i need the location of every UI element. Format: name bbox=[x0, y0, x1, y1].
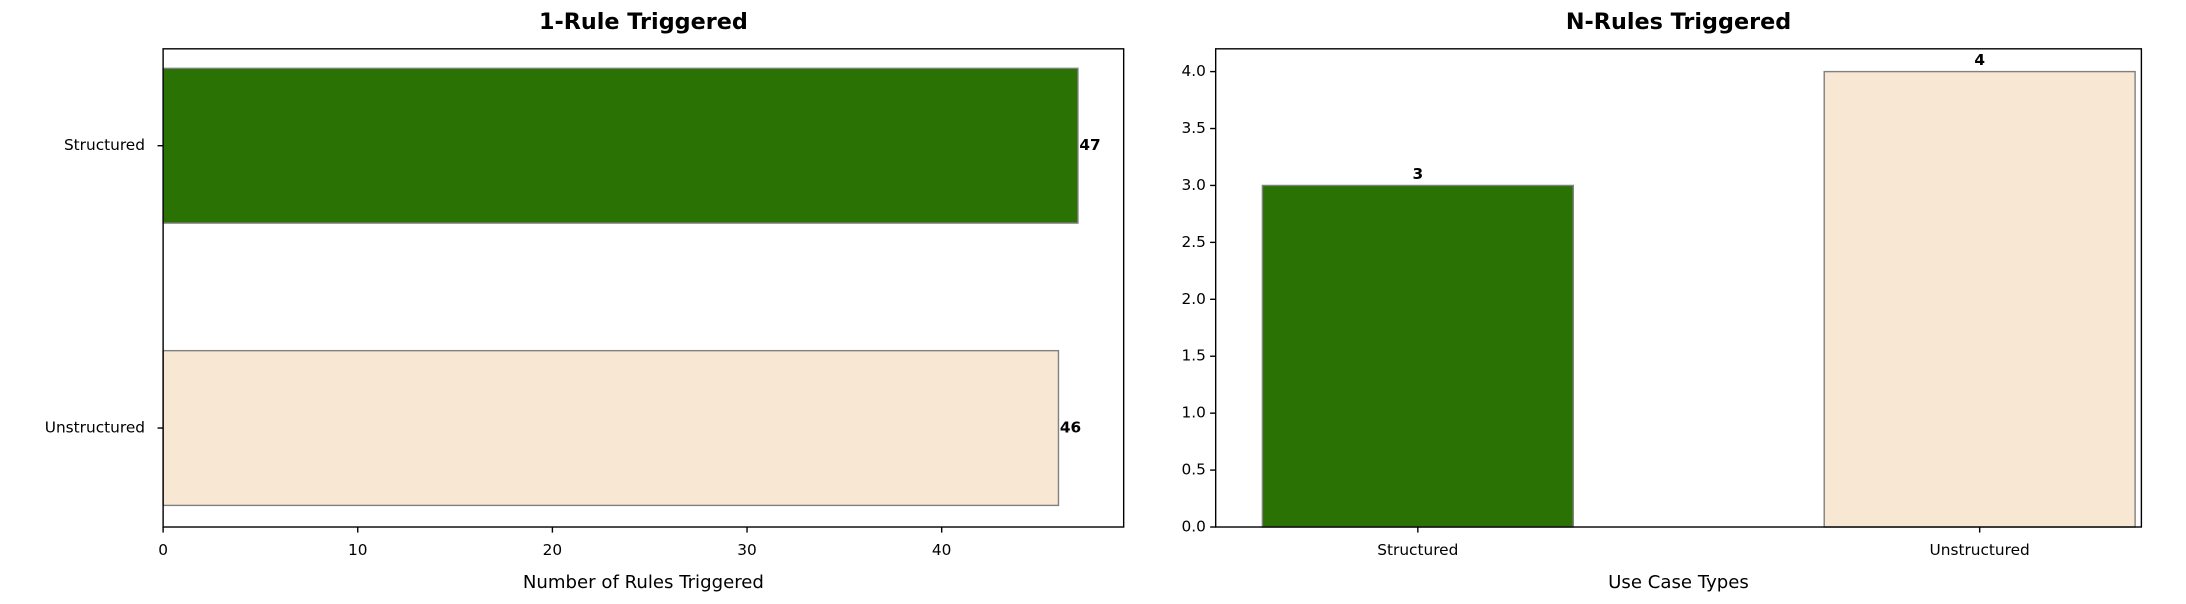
bar bbox=[162, 67, 1079, 224]
y-tick-label: 2.5 bbox=[1182, 233, 1206, 251]
x-tick-label: Structured bbox=[1377, 541, 1458, 559]
x-tick-label: 10 bbox=[348, 541, 368, 559]
axes-frame bbox=[1214, 48, 2143, 528]
y-tick-label: 3.0 bbox=[1182, 176, 1206, 194]
y-tick-label: 2.0 bbox=[1182, 290, 1206, 308]
x-tick-label: 40 bbox=[932, 541, 952, 559]
chart-title: 1-Rule Triggered bbox=[539, 9, 748, 35]
chart-title: N-Rules Triggered bbox=[1566, 9, 1791, 35]
x-tick-label: 30 bbox=[737, 541, 757, 559]
y-tick-label: 4.0 bbox=[1182, 62, 1206, 80]
x-tick-label: 0 bbox=[158, 541, 168, 559]
y-tick-label: 3.5 bbox=[1182, 119, 1206, 137]
x-tick-label: Unstructured bbox=[1930, 541, 2030, 559]
bar bbox=[1261, 184, 1574, 528]
x-tick-label: 20 bbox=[543, 541, 563, 559]
bar bbox=[162, 349, 1060, 507]
x-axis-label: Use Case Types bbox=[1608, 572, 1749, 593]
value-label: 3 bbox=[1412, 165, 1423, 183]
y-tick-label: Structured bbox=[64, 136, 145, 154]
y-tick-label: 1.0 bbox=[1182, 404, 1206, 422]
value-label: 46 bbox=[1060, 419, 1081, 437]
y-tick-label: 0.0 bbox=[1182, 518, 1206, 536]
value-label: 4 bbox=[1974, 51, 1985, 69]
y-tick-label: 1.5 bbox=[1182, 347, 1206, 365]
y-tick-label: Unstructured bbox=[45, 419, 145, 437]
value-label: 47 bbox=[1079, 136, 1100, 154]
bar bbox=[1823, 70, 2136, 528]
axes-frame bbox=[162, 48, 1125, 528]
x-axis-label: Number of Rules Triggered bbox=[523, 572, 764, 593]
y-tick-label: 0.5 bbox=[1182, 461, 1206, 479]
